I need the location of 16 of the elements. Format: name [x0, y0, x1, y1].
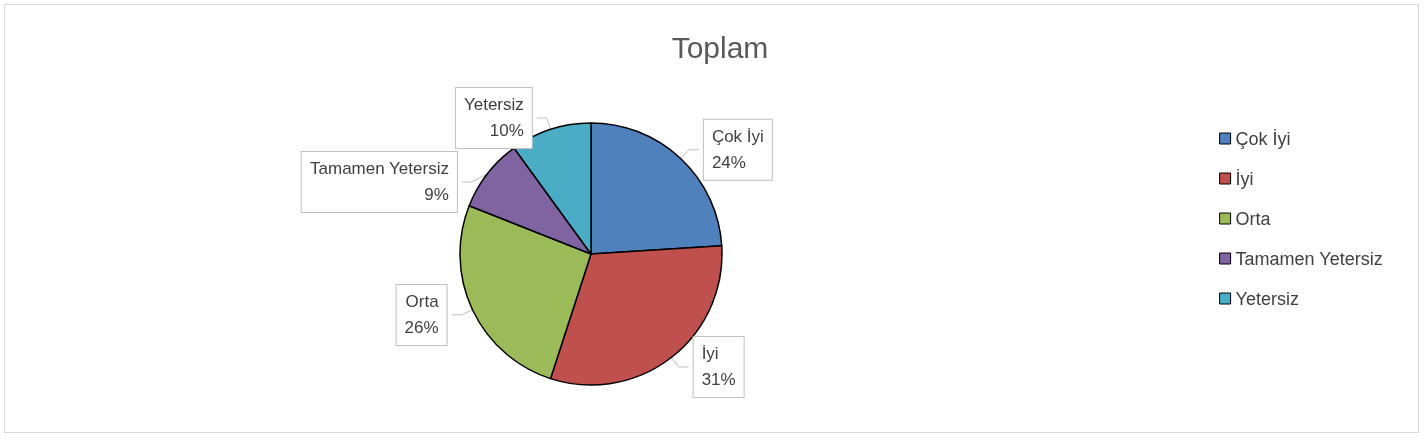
legend-label: İyi	[1235, 168, 1254, 189]
slice-label: Yetersiz	[463, 95, 524, 115]
legend-label: Çok İyi	[1235, 128, 1291, 149]
data-label: 10%	[489, 121, 524, 141]
data-label: 9%	[424, 185, 449, 205]
slice-label: Çok İyi	[711, 127, 764, 147]
data-label: 24%	[711, 153, 746, 173]
slice-label: Orta	[405, 292, 440, 312]
legend-label: Orta	[1235, 208, 1272, 229]
legend-label: Yetersiz	[1235, 288, 1299, 309]
slice-label: İyi	[701, 344, 719, 364]
legend-label: Tamamen Yetersiz	[1235, 248, 1383, 269]
slice-label: Tamamen Yetersiz	[310, 159, 449, 179]
data-label: 26%	[404, 318, 439, 338]
data-label: 31%	[701, 370, 736, 390]
chart-title: Toplam	[671, 30, 769, 64]
